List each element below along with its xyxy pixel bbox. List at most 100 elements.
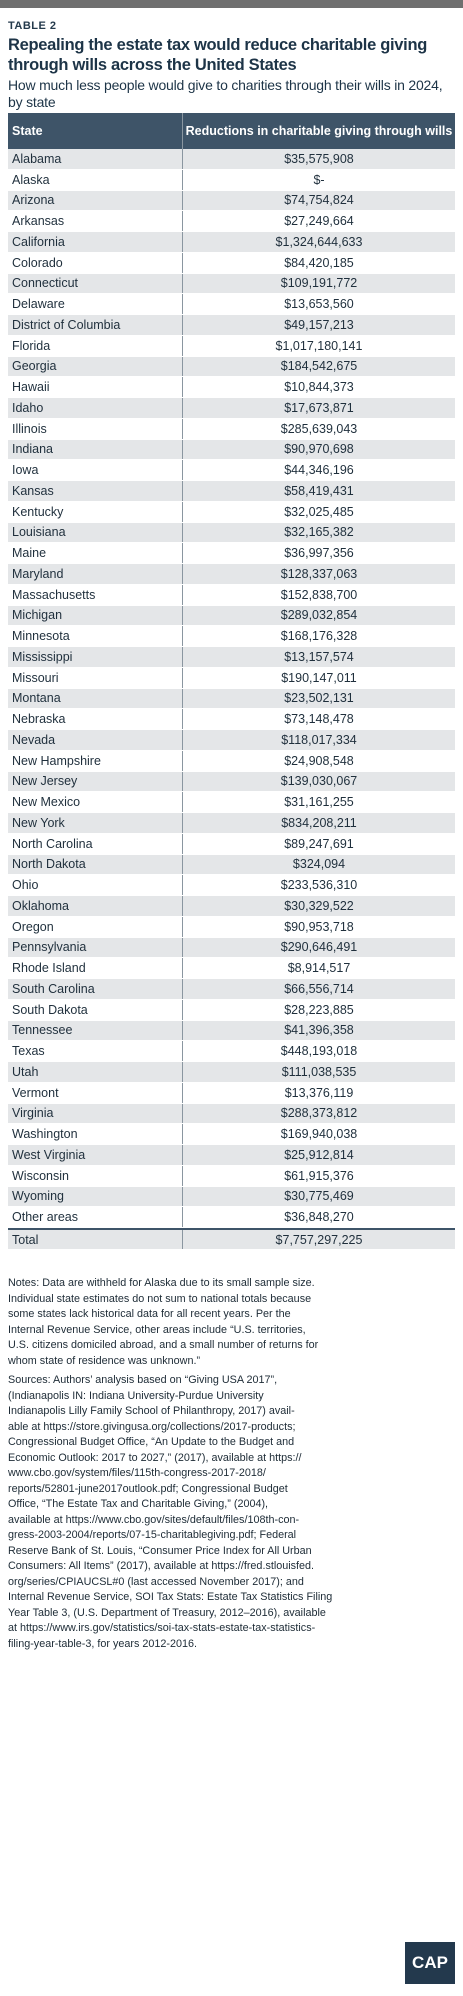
value-cell: $289,032,854 <box>280 608 358 623</box>
top-bar <box>0 0 463 8</box>
state-cell: New Mexico <box>8 792 183 812</box>
table-row: Kansas $58,419,431 <box>8 481 455 502</box>
value-cell: $324,094 <box>292 857 346 872</box>
value-cell: $1,324,644,633 <box>275 234 363 249</box>
value-cell: $31,161,255 <box>284 795 354 810</box>
state-cell: Indiana <box>8 439 183 460</box>
value-cell: $90,953,718 <box>284 919 354 934</box>
value-cell: $24,908,548 <box>284 753 354 768</box>
value-cell: $10,844,373 <box>284 380 354 395</box>
state-cell: Alaska <box>8 169 183 190</box>
state-cell: Washington <box>8 1124 183 1144</box>
note-line: some states lack historical data for all… <box>8 1308 291 1320</box>
value-cell: $74,754,824 <box>284 193 354 208</box>
value-cell: $111,038,535 <box>281 1064 357 1079</box>
table-row: Other areas $36,848,270 <box>8 1207 455 1228</box>
source-line: filing-year-table-3, for years 2012-2016… <box>8 1637 198 1650</box>
value-cell: $139,030,067 <box>280 774 358 789</box>
total-row: Total $7,757,297,225 <box>8 1228 455 1250</box>
source-line: Economic Outlook: 2017 to 2027,” (2017),… <box>8 1451 302 1464</box>
state-cell: Other areas <box>8 1207 183 1227</box>
source-line: at https://www.irs.gov/statistics/soi-ta… <box>8 1622 316 1634</box>
state-cell: Missouri <box>8 667 183 688</box>
value-cell: $32,165,382 <box>284 525 354 540</box>
value-cell: $8,914,517 <box>287 961 351 976</box>
state-cell: Nebraska <box>8 709 183 729</box>
value-cell: $41,396,358 <box>284 1023 354 1038</box>
value-cell: $30,329,522 <box>284 898 354 913</box>
value-cell: $49,157,213 <box>284 317 354 332</box>
state-cell: Maine <box>8 543 183 563</box>
value-cell: $13,653,560 <box>284 297 354 312</box>
value-cell: $66,556,714 <box>284 981 354 996</box>
state-cell: Illinois <box>8 418 183 439</box>
source-line: Consumers: All Items” (2017), available … <box>8 1560 315 1572</box>
value-cell: $152,838,700 <box>280 587 358 602</box>
value-cell: $25,912,814 <box>284 1147 354 1162</box>
value-cell: $36,997,356 <box>284 546 354 561</box>
table-row: Kentucky $32,025,485 <box>8 501 455 523</box>
value-cell: $190,147,011 <box>281 670 357 685</box>
table-row: Alabama $35,575,908 <box>8 149 455 170</box>
table-row: Maryland $128,337,063 <box>8 564 455 585</box>
table-row: Minnesota $168,176,328 <box>8 626 455 647</box>
note-line: Internal Revenue Service, other areas in… <box>8 1323 306 1336</box>
state-cell: Montana <box>8 688 183 709</box>
value-cell: $28,223,885 <box>284 1002 354 1017</box>
table-row: New York $834,208,211 <box>8 813 455 834</box>
total-value: $7,757,297,225 <box>275 1232 363 1247</box>
table-row: New Hampshire $24,908,548 <box>8 750 455 772</box>
value-cell: $61,915,376 <box>284 1168 354 1183</box>
source-line: Indianapolis Lilly Family School of Phil… <box>8 1405 295 1417</box>
table: State Reductions in charitable giving th… <box>8 113 455 1250</box>
value-cell: $109,191,772 <box>280 276 358 291</box>
value-cell: $285,639,043 <box>280 421 358 436</box>
state-cell: Maryland <box>8 564 183 584</box>
table-row: South Carolina $66,556,714 <box>8 979 455 1000</box>
table-row: Delaware $13,653,560 <box>8 294 455 315</box>
state-cell: North Carolina <box>8 833 183 854</box>
value-cell: $27,249,664 <box>284 214 354 229</box>
value-cell: $73,148,478 <box>284 712 354 727</box>
state-cell: Tennessee <box>8 1020 183 1041</box>
table-row: Virginia $288,373,812 <box>8 1103 455 1125</box>
title: Repealing the estate tax would reduce ch… <box>8 36 428 74</box>
state-cell: Kansas <box>8 481 183 501</box>
source-line: able at https://store.givingusa.org/coll… <box>8 1420 296 1433</box>
table-row: Alaska $- <box>8 169 455 191</box>
table-row: Idaho $17,673,871 <box>8 398 455 419</box>
table-row: Vermont $13,376,119 <box>8 1082 455 1104</box>
state-cell: New Hampshire <box>8 750 183 771</box>
state-cell: West Virginia <box>8 1145 183 1165</box>
state-cell: Connecticut <box>8 273 183 294</box>
state-cell: Texas <box>8 1041 183 1061</box>
value-cell: $35,575,908 <box>284 151 354 166</box>
state-cell: New York <box>8 813 183 833</box>
table-row: South Dakota $28,223,885 <box>8 999 455 1021</box>
state-cell: Michigan <box>8 605 183 626</box>
source-line: reports/52801-june2017outlook.pdf; Congr… <box>8 1482 288 1495</box>
state-cell: Arkansas <box>8 211 183 231</box>
state-cell: South Carolina <box>8 979 183 999</box>
column-header: Reductions in charitable giving through … <box>185 124 453 138</box>
state-cell: Utah <box>8 1062 183 1082</box>
table-row: Wisconsin $61,915,376 <box>8 1165 455 1187</box>
value-cell: $290,646,491 <box>280 940 358 955</box>
state-cell: South Dakota <box>8 999 183 1020</box>
table-row: Colorado $84,420,185 <box>8 252 455 274</box>
source-line: gress-2003-2004/reports/07-15-charitable… <box>8 1529 297 1541</box>
state-cell: Arizona <box>8 190 183 211</box>
state-cell: Minnesota <box>8 626 183 646</box>
value-cell: $168,176,328 <box>280 629 358 644</box>
state-cell: Oregon <box>8 916 183 937</box>
table-row: Louisiana $32,165,382 <box>8 522 455 544</box>
table-row: Michigan $289,032,854 <box>8 605 455 627</box>
state-cell: Pennsylvania <box>8 937 183 958</box>
value-cell: $36,848,270 <box>284 1210 354 1225</box>
table-row: Wyoming $30,775,469 <box>8 1186 455 1208</box>
source-line: Congressional Budget Office, “An Update … <box>8 1436 295 1448</box>
source-line: Reserve Bank of St. Louis, “Consumer Pri… <box>8 1544 312 1557</box>
table-row: Utah $111,038,535 <box>8 1062 455 1083</box>
state-cell: Oklahoma <box>8 896 183 916</box>
table-row: Florida $1,017,180,141 <box>8 335 455 357</box>
